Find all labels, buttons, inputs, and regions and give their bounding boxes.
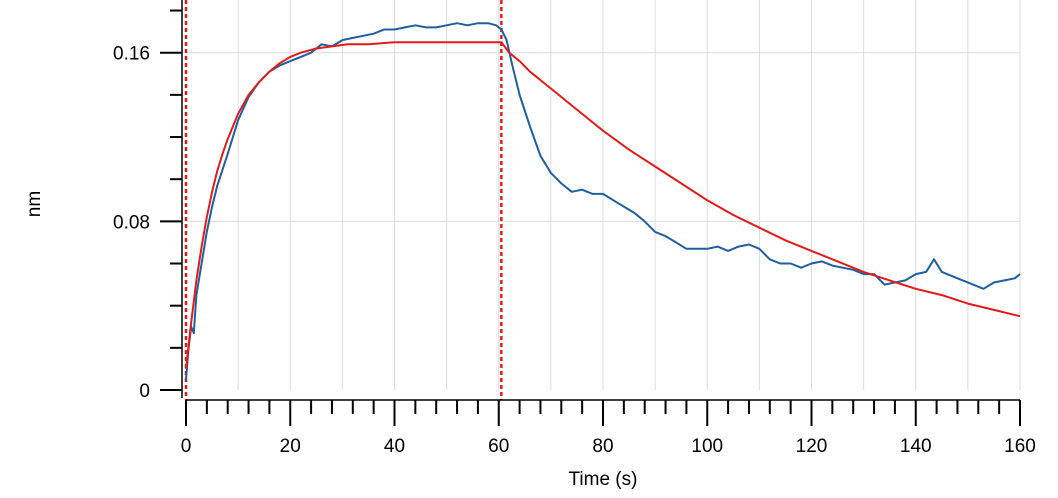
y-tick-label: 0.08: [113, 212, 150, 233]
x-tick-label: 160: [1004, 436, 1036, 457]
axes: [181, 0, 1020, 401]
y-axis-title: nm: [24, 191, 45, 217]
x-tick-label: 120: [796, 436, 828, 457]
series-group: [185, 22, 1021, 380]
x-tick-label: 80: [592, 436, 613, 457]
measured-response-line: [185, 22, 1021, 380]
x-tick-label: 0: [181, 436, 192, 457]
x-tick-label: 140: [900, 436, 932, 457]
phase-markers: [184, 0, 503, 400]
y-tick-label: 0.16: [113, 44, 150, 65]
model-fit-line: [185, 41, 1021, 370]
ticks: 0 20 40 60 80 100 120 140 160 0 0.08 0.16: [113, 9, 1036, 457]
y-tick-label: 0: [139, 381, 150, 402]
grid: [186, 0, 1021, 390]
x-tick-label: 60: [488, 436, 509, 457]
x-axis-title: Time (s): [569, 469, 638, 490]
x-tick-label: 40: [384, 436, 405, 457]
x-tick-label: 100: [691, 436, 723, 457]
x-tick-label: 20: [280, 436, 301, 457]
